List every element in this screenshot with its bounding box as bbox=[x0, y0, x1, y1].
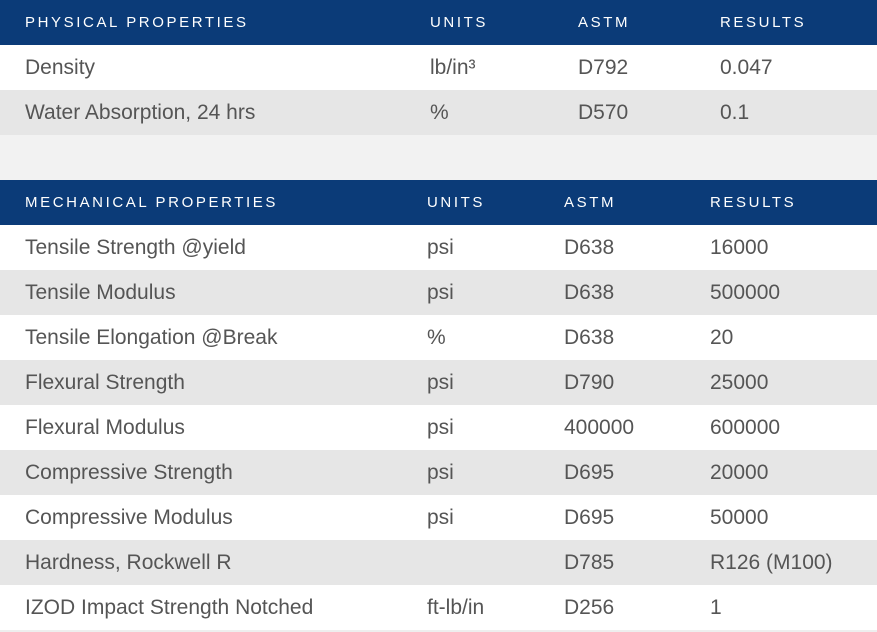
property-name: Tensile Modulus bbox=[25, 280, 176, 304]
property-result: 500000 bbox=[710, 280, 781, 304]
property-astm: D256 bbox=[564, 595, 615, 619]
property-astm: D638 bbox=[564, 280, 615, 304]
table-row: Water Absorption, 24 hrs % D570 0.1 bbox=[0, 90, 877, 135]
property-name: Compressive Strength bbox=[25, 460, 233, 484]
property-result: 1 bbox=[710, 595, 722, 619]
property-units: psi bbox=[427, 415, 454, 439]
property-astm: 400000 bbox=[564, 415, 635, 439]
table-row: Tensile Strength @yield psi D638 16000 bbox=[0, 225, 877, 270]
header-astm: ASTM bbox=[578, 14, 631, 31]
property-result: 20 bbox=[710, 325, 734, 349]
header-results: RESULTS bbox=[720, 14, 807, 31]
property-name: IZOD Impact Strength Notched bbox=[25, 595, 314, 619]
property-result: 16000 bbox=[710, 235, 769, 259]
table-row: IZOD Impact Strength Notched ft-lb/in D2… bbox=[0, 585, 877, 630]
table-row: Compressive Modulus psi D695 50000 bbox=[0, 495, 877, 540]
property-astm: D790 bbox=[564, 370, 615, 394]
property-units: psi bbox=[427, 235, 454, 259]
property-name: Compressive Modulus bbox=[25, 505, 233, 529]
property-result: 0.047 bbox=[720, 55, 773, 79]
property-result: 0.1 bbox=[720, 100, 750, 124]
property-astm: D570 bbox=[578, 100, 629, 124]
table-row: Density lb/in³ D792 0.047 bbox=[0, 45, 877, 90]
header-units: UNITS bbox=[430, 14, 488, 31]
table-row: Tensile Modulus psi D638 500000 bbox=[0, 270, 877, 315]
table-row: Tensile Elongation @Break % D638 20 bbox=[0, 315, 877, 360]
physical-properties-header: PHYSICAL PROPERTIES UNITS ASTM RESULTS bbox=[0, 0, 877, 45]
property-astm: D695 bbox=[564, 505, 615, 529]
property-units: psi bbox=[427, 280, 454, 304]
property-result: 50000 bbox=[710, 505, 769, 529]
header-astm: ASTM bbox=[564, 194, 617, 211]
property-units: psi bbox=[427, 370, 454, 394]
property-astm: D695 bbox=[564, 460, 615, 484]
section-spacer bbox=[0, 135, 877, 180]
header-property: MECHANICAL PROPERTIES bbox=[25, 194, 278, 211]
property-units: % bbox=[427, 325, 446, 349]
header-results: RESULTS bbox=[710, 194, 797, 211]
property-astm: D792 bbox=[578, 55, 629, 79]
header-property: PHYSICAL PROPERTIES bbox=[25, 14, 249, 31]
physical-properties-table: PHYSICAL PROPERTIES UNITS ASTM RESULTS D… bbox=[0, 0, 877, 135]
property-result: 20000 bbox=[710, 460, 769, 484]
property-name: Tensile Strength @yield bbox=[25, 235, 246, 259]
property-astm: D785 bbox=[564, 550, 615, 574]
property-astm: D638 bbox=[564, 235, 615, 259]
table-row: Compressive Strength psi D695 20000 bbox=[0, 450, 877, 495]
property-result: 25000 bbox=[710, 370, 769, 394]
table-row: Flexural Strength psi D790 25000 bbox=[0, 360, 877, 405]
property-units: psi bbox=[427, 460, 454, 484]
property-name: Water Absorption, 24 hrs bbox=[25, 100, 256, 124]
table-row: Flexural Modulus psi 400000 600000 bbox=[0, 405, 877, 450]
table-row: Hardness, Rockwell R D785 R126 (M100) bbox=[0, 540, 877, 585]
property-name: Hardness, Rockwell R bbox=[25, 550, 232, 574]
property-units: ft-lb/in bbox=[427, 595, 485, 619]
property-name: Density bbox=[25, 55, 96, 79]
mechanical-properties-header: MECHANICAL PROPERTIES UNITS ASTM RESULTS bbox=[0, 180, 877, 225]
property-result: 600000 bbox=[710, 415, 781, 439]
mechanical-properties-table: MECHANICAL PROPERTIES UNITS ASTM RESULTS… bbox=[0, 180, 877, 630]
header-units: UNITS bbox=[427, 194, 485, 211]
bottom-divider bbox=[0, 630, 877, 632]
property-astm: D638 bbox=[564, 325, 615, 349]
property-result: R126 (M100) bbox=[710, 550, 833, 574]
property-name: Flexural Modulus bbox=[25, 415, 185, 439]
property-name: Tensile Elongation @Break bbox=[25, 325, 278, 349]
property-units: psi bbox=[427, 505, 454, 529]
property-units: % bbox=[430, 100, 449, 124]
property-name: Flexural Strength bbox=[25, 370, 185, 394]
property-units: lb/in³ bbox=[430, 55, 476, 79]
